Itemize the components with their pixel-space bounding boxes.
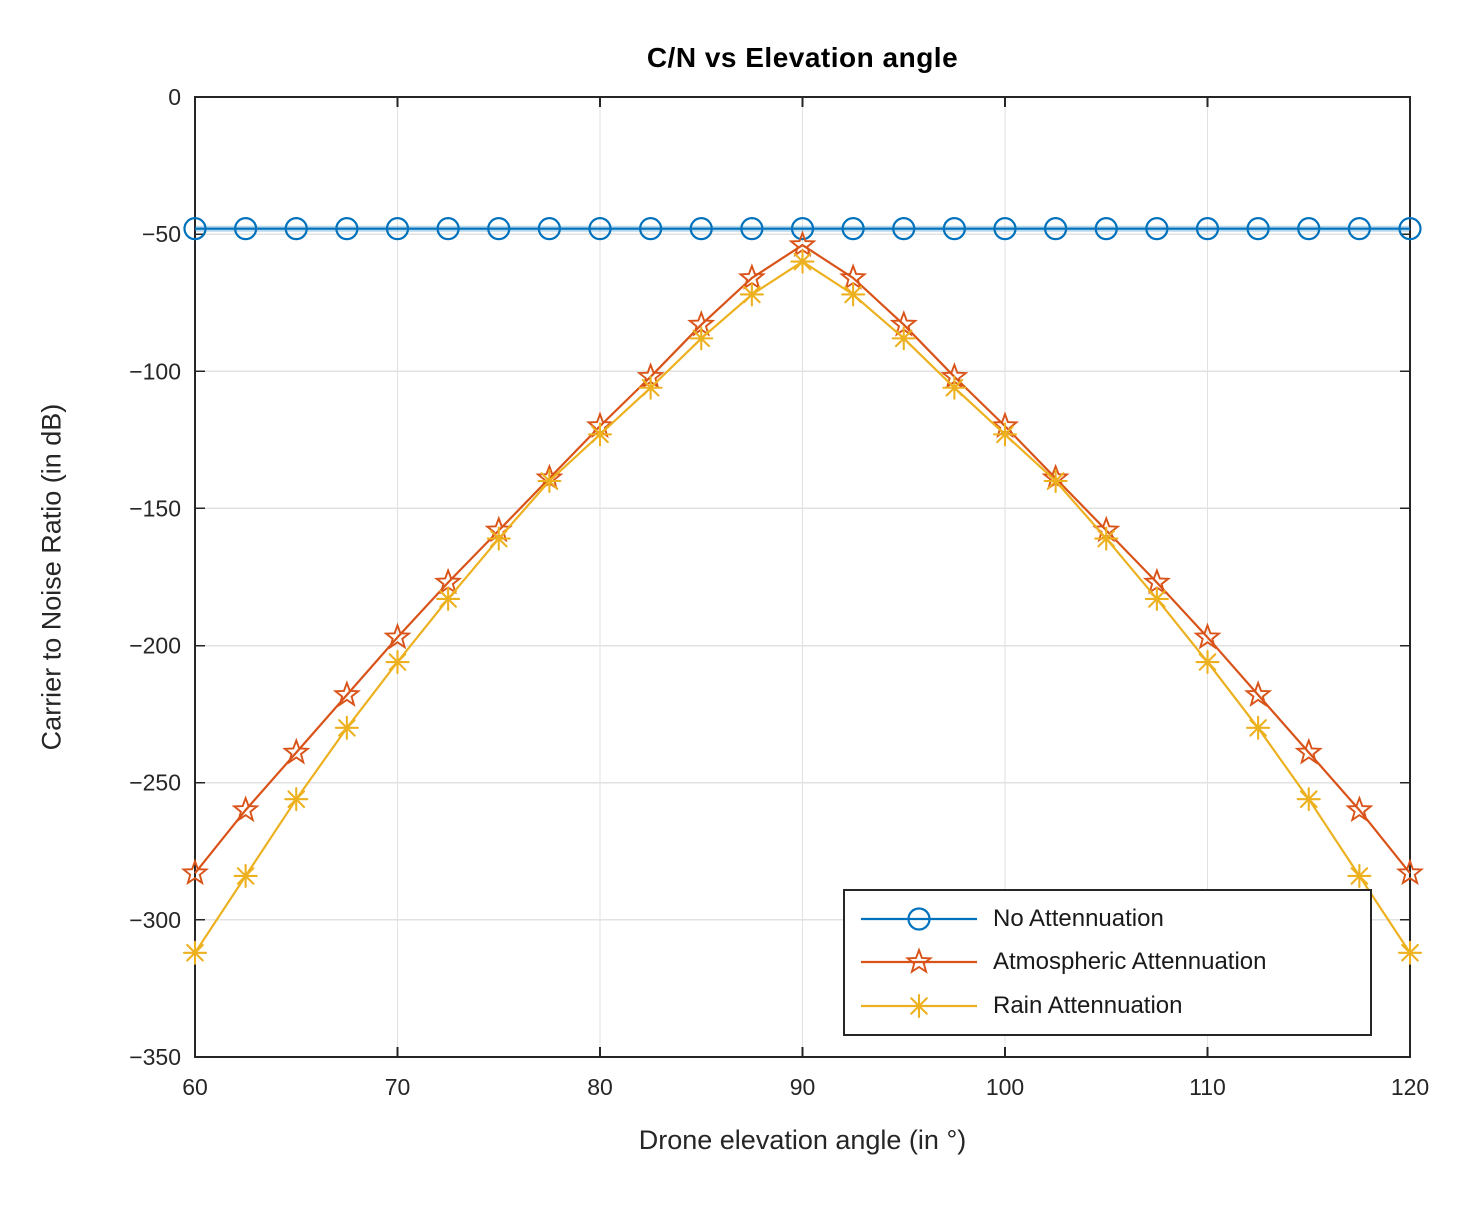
x-tick-label: 80: [587, 1074, 613, 1100]
legend: No Attennuation Atmospheric Attennuation R…: [843, 889, 1372, 1036]
circle-marker: [385, 217, 410, 241]
circle-marker: [740, 217, 764, 241]
legend-item-atmospheric-attennuation: Atmospheric Attennuation: [857, 942, 1364, 982]
circle-marker: [1246, 217, 1270, 241]
pentagram-marker: [1244, 680, 1273, 707]
chart-title: C/N vs Elevation angle: [646, 42, 959, 73]
y-tick-label: −100: [129, 358, 181, 384]
legend-item-no-attennuation: No Attennuation: [857, 899, 1364, 939]
asterisk-marker: [841, 282, 866, 307]
circle-marker: [993, 217, 1017, 241]
circle-marker: [1297, 217, 1321, 241]
asterisk-marker: [1144, 586, 1169, 611]
y-tick-label: −300: [129, 907, 181, 933]
pentagram-marker: [383, 622, 412, 650]
y-tick-label: −50: [142, 221, 181, 247]
x-tick-label: 90: [790, 1074, 816, 1100]
asterisk-marker: [1397, 940, 1423, 965]
x-tick-label: 60: [182, 1074, 208, 1100]
x-tick-label: 100: [986, 1074, 1024, 1100]
asterisk-marker: [689, 326, 714, 351]
asterisk-marker: [284, 787, 309, 812]
y-axis-label: Carrier to Noise Ratio (in dB): [36, 403, 67, 751]
circle-marker: [892, 217, 916, 241]
y-tick-label: −250: [129, 770, 181, 796]
circle-marker: [537, 217, 561, 241]
asterisk-marker: [638, 375, 663, 400]
pentagram-marker: [1193, 622, 1222, 650]
asterisk-marker: [587, 422, 613, 447]
legend-label: Atmospheric Attennuation: [993, 948, 1267, 976]
y-tick-label: −150: [129, 495, 181, 521]
series-line: [194, 243, 1411, 874]
x-axis-label: Drone elevation angle (in °): [638, 1125, 967, 1155]
pentagram-marker: [1396, 858, 1424, 886]
circle-marker: [234, 217, 258, 241]
circle-marker: [1195, 217, 1220, 241]
circle-marker: [689, 217, 713, 241]
asterisk-marker: [739, 282, 764, 307]
asterisk-marker: [182, 940, 208, 965]
circle-marker: [639, 217, 663, 241]
circle-marker: [284, 217, 308, 241]
legend-label: Rain Attennuation: [993, 992, 1183, 1020]
circle-marker: [790, 217, 815, 241]
pentagram-marker: [282, 737, 311, 765]
pentagram-marker: [904, 947, 934, 975]
circle-marker: [942, 217, 966, 241]
x-tick-labels: 60 70 80 90 100 110 120: [182, 1074, 1429, 1100]
asterisk-marker: [1094, 526, 1119, 551]
series-rain-attennuation: [182, 249, 1423, 965]
asterisk-marker: [1043, 468, 1068, 494]
y-tick-labels: 0 −50 −100 −150 −200 −250 −300 −350: [129, 84, 181, 1070]
asterisk-marker: [1347, 863, 1372, 889]
legend-marker-sample: [861, 907, 977, 931]
pentagram-marker: [1345, 795, 1374, 823]
asterisk-marker: [334, 715, 359, 740]
legend-marker-sample: [861, 947, 977, 975]
legend-marker-sample: [861, 994, 977, 1019]
axes-box: [194, 96, 1411, 1058]
circle-marker: [436, 217, 460, 241]
circle-marker: [1094, 217, 1118, 241]
y-tick-label: 0: [168, 84, 181, 110]
asterisk-marker: [891, 326, 916, 351]
asterisk-marker: [233, 863, 258, 889]
circle-marker: [335, 217, 359, 241]
circle-marker: [1044, 217, 1068, 241]
circle-marker: [907, 907, 931, 931]
circle-marker: [841, 217, 865, 241]
circle-marker: [1347, 217, 1371, 241]
pentagram-marker: [181, 858, 209, 886]
asterisk-marker: [942, 375, 967, 400]
circle-marker: [1145, 217, 1169, 241]
legend-label: No Attennuation: [993, 904, 1164, 932]
x-tick-label: 70: [385, 1074, 411, 1100]
circle-marker: [487, 217, 511, 241]
asterisk-marker: [385, 649, 410, 675]
series-no-attennuation: [183, 217, 1422, 241]
pentagram-marker: [332, 680, 361, 707]
pentagram-marker: [231, 795, 260, 823]
asterisk-marker: [790, 249, 815, 274]
circle-marker: [1398, 217, 1422, 241]
y-tick-label: −350: [129, 1044, 181, 1070]
x-tick-label: 110: [1189, 1074, 1226, 1100]
circle-marker: [588, 217, 612, 241]
asterisk-marker: [1296, 787, 1321, 812]
asterisk-marker: [992, 422, 1018, 447]
legend-item-rain-attennuation: Rain Attennuation: [857, 986, 1364, 1026]
asterisk-marker: [436, 586, 461, 611]
asterisk-marker: [537, 468, 562, 494]
y-tick-label: −200: [129, 633, 181, 659]
asterisk-marker: [1246, 715, 1271, 740]
asterisk-marker: [486, 526, 511, 551]
circle-marker: [183, 217, 207, 241]
asterisk-marker: [906, 994, 932, 1019]
x-tick-label: 120: [1391, 1074, 1429, 1100]
pentagram-marker: [1294, 737, 1323, 765]
asterisk-marker: [1195, 649, 1220, 675]
